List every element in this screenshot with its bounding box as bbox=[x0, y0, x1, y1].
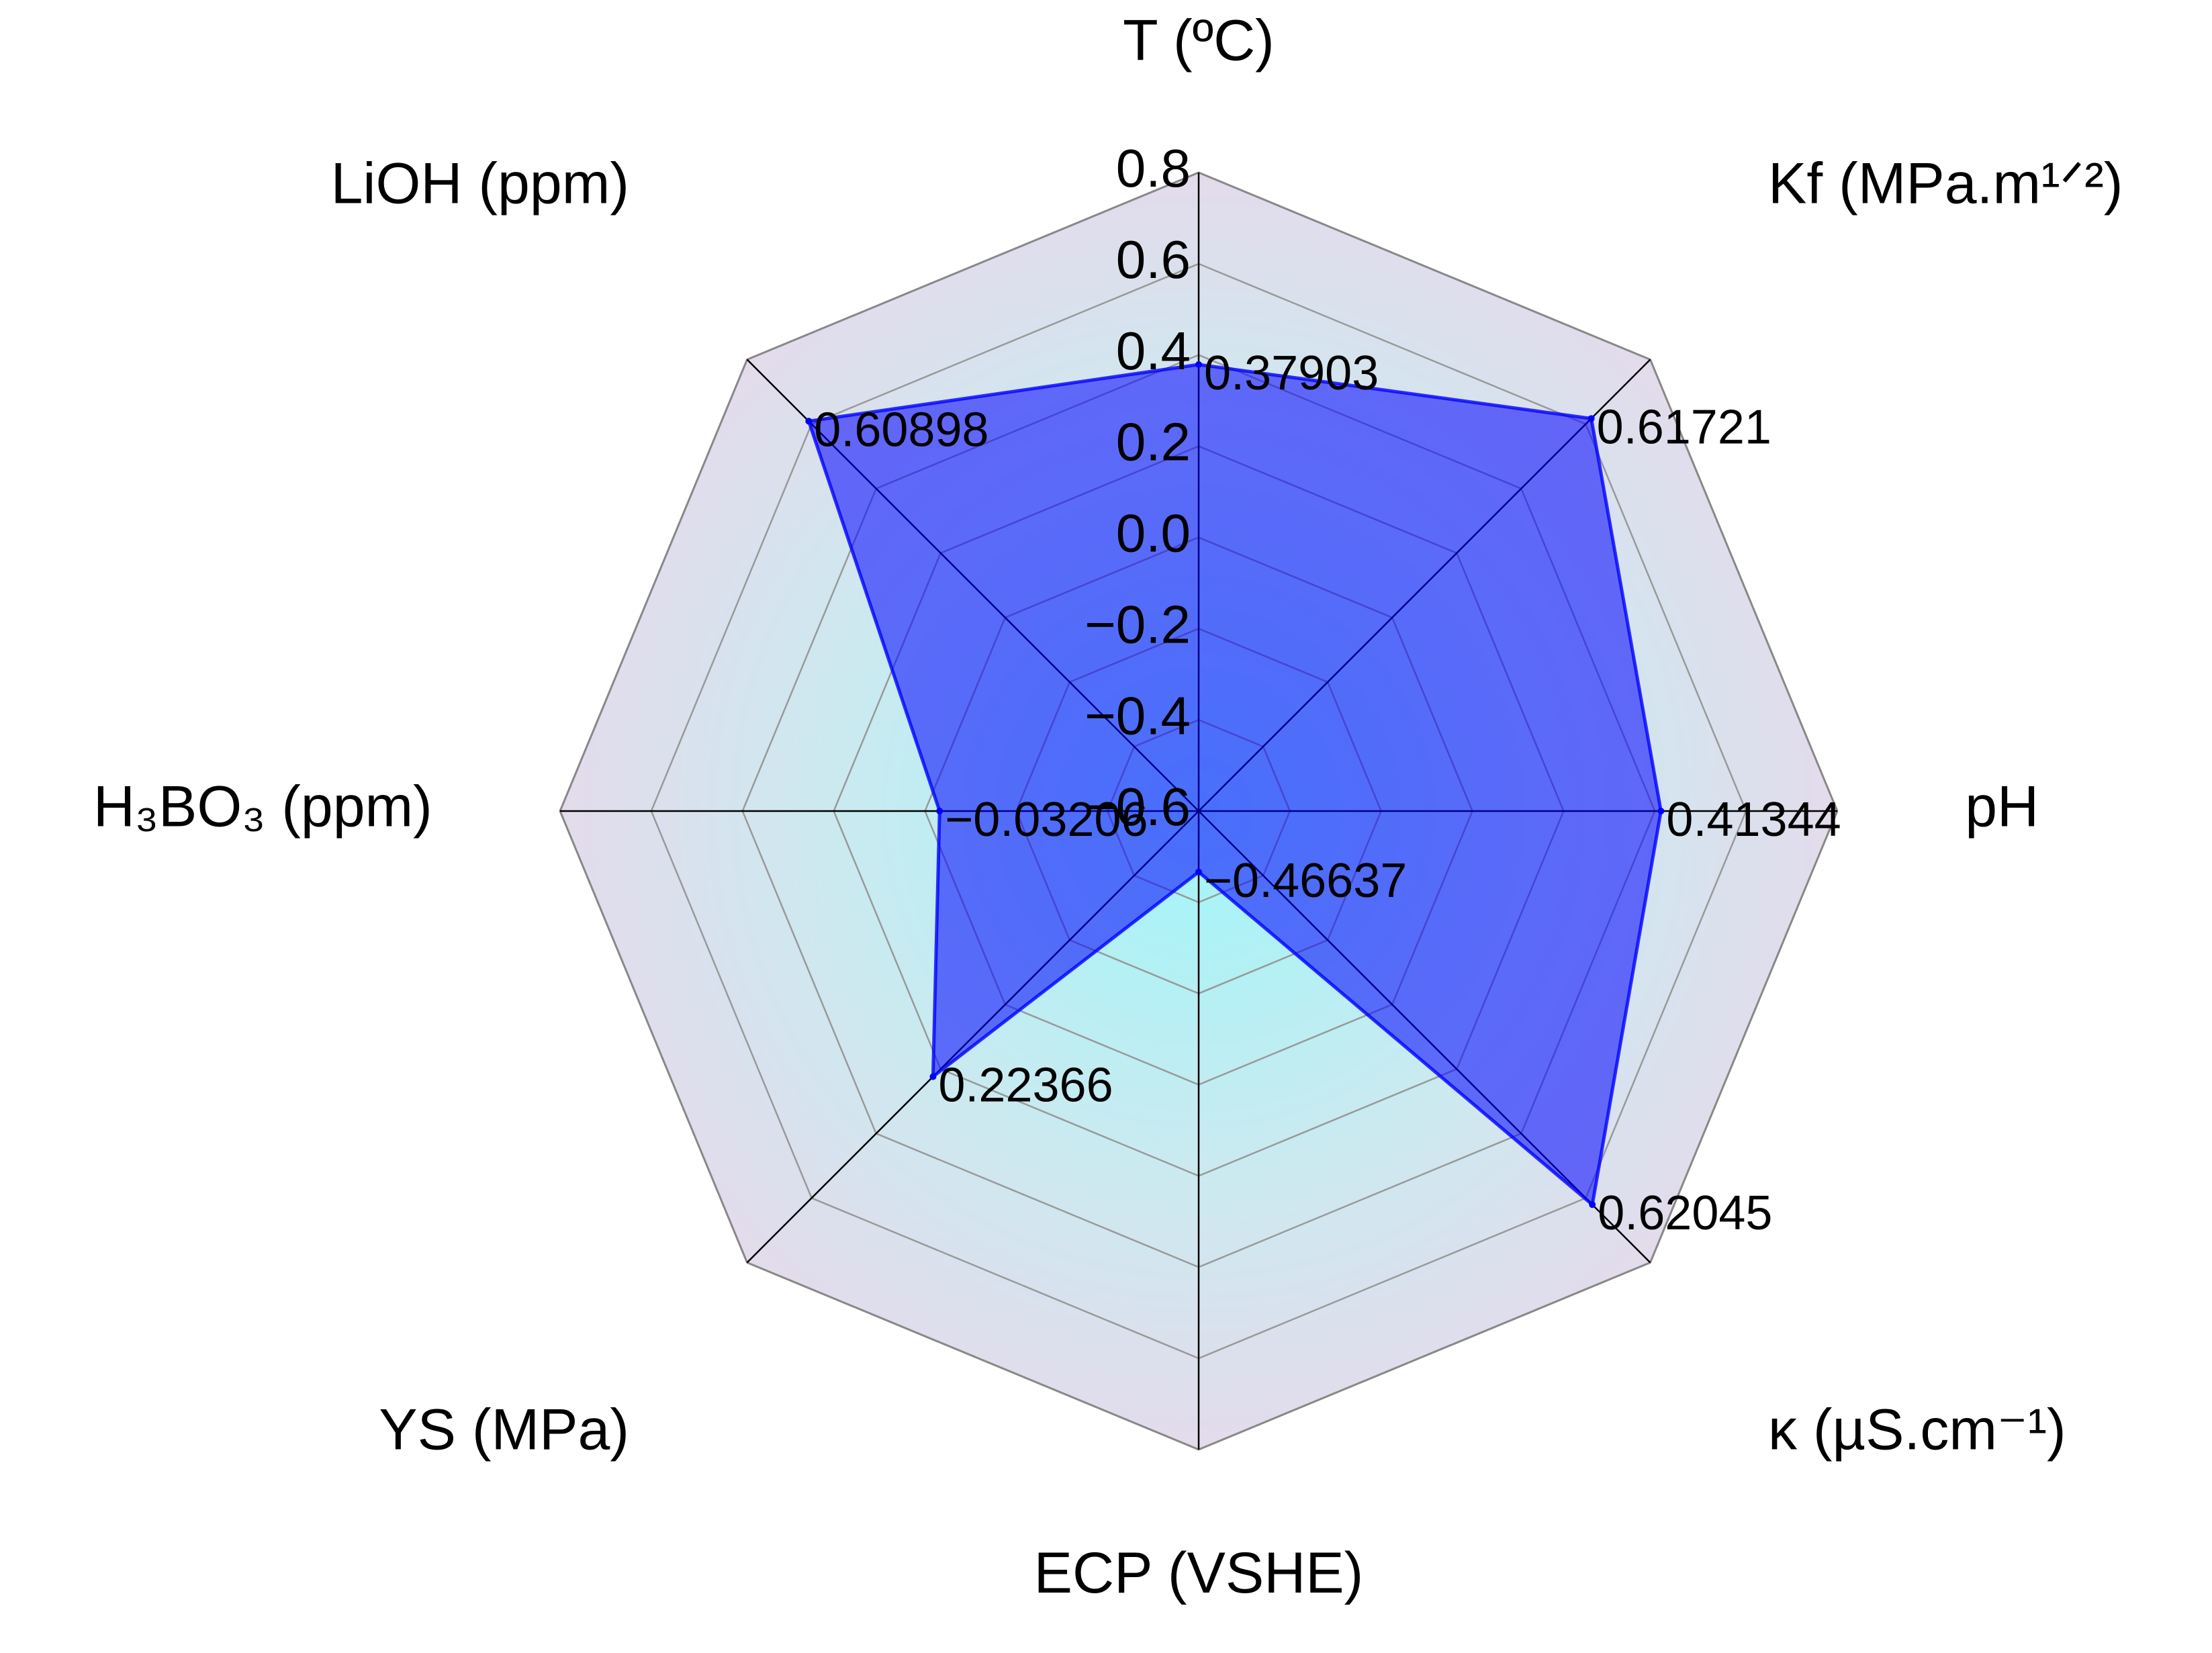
axis-label: pH bbox=[1965, 775, 2039, 839]
data-point bbox=[805, 418, 813, 425]
axis-label: Kf (MPa.m¹ᐟ²) bbox=[1768, 152, 2123, 216]
value-label: 0.61721 bbox=[1597, 400, 1771, 454]
data bbox=[805, 361, 1665, 1209]
data-point bbox=[929, 1073, 937, 1080]
data-point bbox=[1195, 868, 1202, 876]
value-label: 0.37903 bbox=[1204, 346, 1379, 400]
value-label: 0.62045 bbox=[1598, 1186, 1772, 1240]
data-point bbox=[1587, 415, 1595, 422]
value-label: 0.60898 bbox=[814, 403, 988, 457]
data-point bbox=[1195, 361, 1202, 368]
r-tick-label: 0.8 bbox=[1116, 138, 1191, 198]
axis-label: T (ºC) bbox=[1123, 9, 1275, 73]
axis-label: ECP (VSHE) bbox=[1034, 1541, 1364, 1605]
axis-label: LiOH (ppm) bbox=[331, 152, 629, 216]
r-tick-label: −0.2 bbox=[1085, 594, 1191, 654]
r-tick-label: −0.6 bbox=[1085, 777, 1191, 837]
value-label: −0.46637 bbox=[1204, 854, 1407, 908]
r-tick-label: 0.0 bbox=[1116, 504, 1191, 563]
value-label: 0.22366 bbox=[938, 1059, 1113, 1113]
r-tick-label: 0.2 bbox=[1116, 412, 1191, 472]
r-tick-label: −0.4 bbox=[1085, 686, 1191, 745]
data-point bbox=[1589, 1201, 1596, 1209]
r-tick-label: 0.6 bbox=[1116, 230, 1191, 289]
data-point bbox=[1657, 808, 1665, 814]
axis-label: YS (MPa) bbox=[379, 1398, 629, 1462]
data-point bbox=[936, 808, 943, 814]
value-label: −0.03206 bbox=[945, 793, 1148, 847]
axis-label: κ (µS.cm⁻¹) bbox=[1768, 1398, 2066, 1462]
labels: −0.6 −0.4 −0.2 0.0 0.2 0.4 0.6 0.8 0.37903 0.6172… bbox=[93, 9, 2123, 1605]
axis-label: H₃BO₃ (ppm) bbox=[93, 775, 432, 839]
r-tick-label: 0.4 bbox=[1116, 321, 1191, 381]
value-label: 0.41344 bbox=[1666, 793, 1841, 847]
